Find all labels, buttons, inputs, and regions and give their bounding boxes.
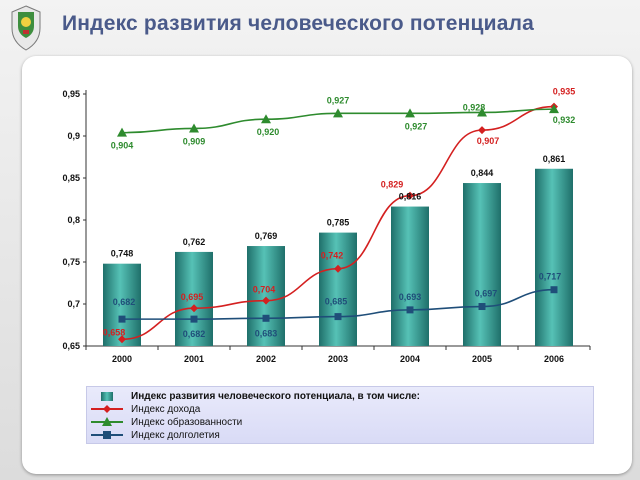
longevity-point [406,306,414,314]
education-point [549,104,559,114]
longevity-point [478,303,486,311]
legend-swatch-bar [87,390,127,402]
legend-swatch-education [87,416,127,428]
x-tick-label: 2002 [256,354,276,364]
bar-value-label: 0,748 [111,249,134,259]
bar-value-label: 0,762 [183,237,206,247]
bar-value-label: 0,816 [399,192,422,202]
longevity-point [190,315,198,323]
bar [463,183,501,346]
bar-value-label: 0,861 [543,154,566,164]
bar [535,168,573,346]
education-value-label: 0,928 [463,102,486,112]
x-tick-label: 2001 [184,354,204,364]
legend: Индекс развития человеческого потенциала… [86,386,594,444]
education-value-label: 0,932 [553,115,576,125]
income-value-label: 0,829 [381,180,404,190]
legend-item-hdi: Индекс развития человеческого потенциала… [87,389,420,403]
education-value-label: 0,927 [327,95,350,105]
longevity-point [118,315,126,323]
income-value-label: 0,658 [103,327,126,337]
bar-value-label: 0,844 [471,168,494,178]
income-value-label: 0,695 [181,292,204,302]
income-value-label: 0,704 [253,285,276,295]
longevity-point [262,314,270,322]
longevity-point [550,286,558,294]
bar [103,263,141,346]
education-point [117,127,127,137]
x-tick-label: 2004 [400,354,420,364]
y-tick-label: 0,75 [62,257,80,267]
income-point [190,304,198,313]
education-value-label: 0,904 [111,141,134,151]
income-value-label: 0,742 [321,251,344,261]
x-tick-label: 2000 [112,354,132,364]
y-tick-label: 0,8 [67,215,80,225]
income-point [406,191,414,200]
bar-value-label: 0,769 [255,231,278,241]
education-value-label: 0,927 [405,121,428,131]
longevity-value-label: 0,682 [113,297,136,307]
header: Индекс развития человеческого потенциала [0,0,640,52]
page-title: Индекс развития человеческого потенциала [62,12,535,35]
income-point [262,296,270,305]
education-point [405,108,415,118]
income-value-label: 0,935 [553,87,576,97]
longevity-value-label: 0,697 [475,289,498,299]
x-tick-label: 2003 [328,354,348,364]
longevity-point [334,313,342,321]
y-tick-label: 0,85 [62,173,80,183]
income-point [478,126,486,135]
education-value-label: 0,909 [183,136,206,146]
legend-swatch-income [87,403,127,415]
education-point [477,107,487,117]
y-tick-label: 0,95 [62,89,80,99]
longevity-value-label: 0,682 [183,329,206,339]
legend-label-income: Индекс дохода [131,403,201,415]
legend-label-longevity: Индекс долголетия [131,429,220,441]
education-point [189,123,199,133]
longevity-value-label: 0,717 [539,272,562,282]
education-point [333,108,343,118]
income-point [118,335,126,344]
x-tick-label: 2006 [544,354,564,364]
chart: 0,95 0,9 0,85 0,8 0,75 0,7 0,65 2000 2001 2002 200… [62,87,591,364]
education-value-label: 0,920 [257,127,280,137]
y-tick-label: 0,9 [67,131,80,141]
bar [175,251,213,346]
longevity-value-label: 0,693 [399,292,422,302]
longevity-value-label: 0,685 [325,297,348,307]
legend-item-longevity: Индекс долголетия [87,428,220,442]
bar [247,246,285,346]
bar [319,232,357,346]
legend-label-hdi: Индекс развития человеческого потенциала… [131,390,420,402]
income-point [334,264,342,273]
longevity-value-label: 0,683 [255,328,278,338]
legend-label-education: Индекс образованности [131,416,243,428]
income-value-label: 0,907 [477,136,500,146]
legend-swatch-longevity [87,429,127,441]
legend-item-education: Индекс образованности [87,415,242,429]
coat-of-arms-icon [11,5,41,51]
y-tick-label: 0,65 [62,341,80,351]
education-point [261,114,271,124]
bar [391,206,429,346]
chart-panel: 0,95 0,9 0,85 0,8 0,75 0,7 0,65 2000 2001 2002 200… [22,56,632,474]
x-tick-label: 2005 [472,354,492,364]
legend-item-income: Индекс дохода [87,402,200,416]
y-tick-label: 0,7 [67,299,80,309]
bar-value-label: 0,785 [327,218,350,228]
